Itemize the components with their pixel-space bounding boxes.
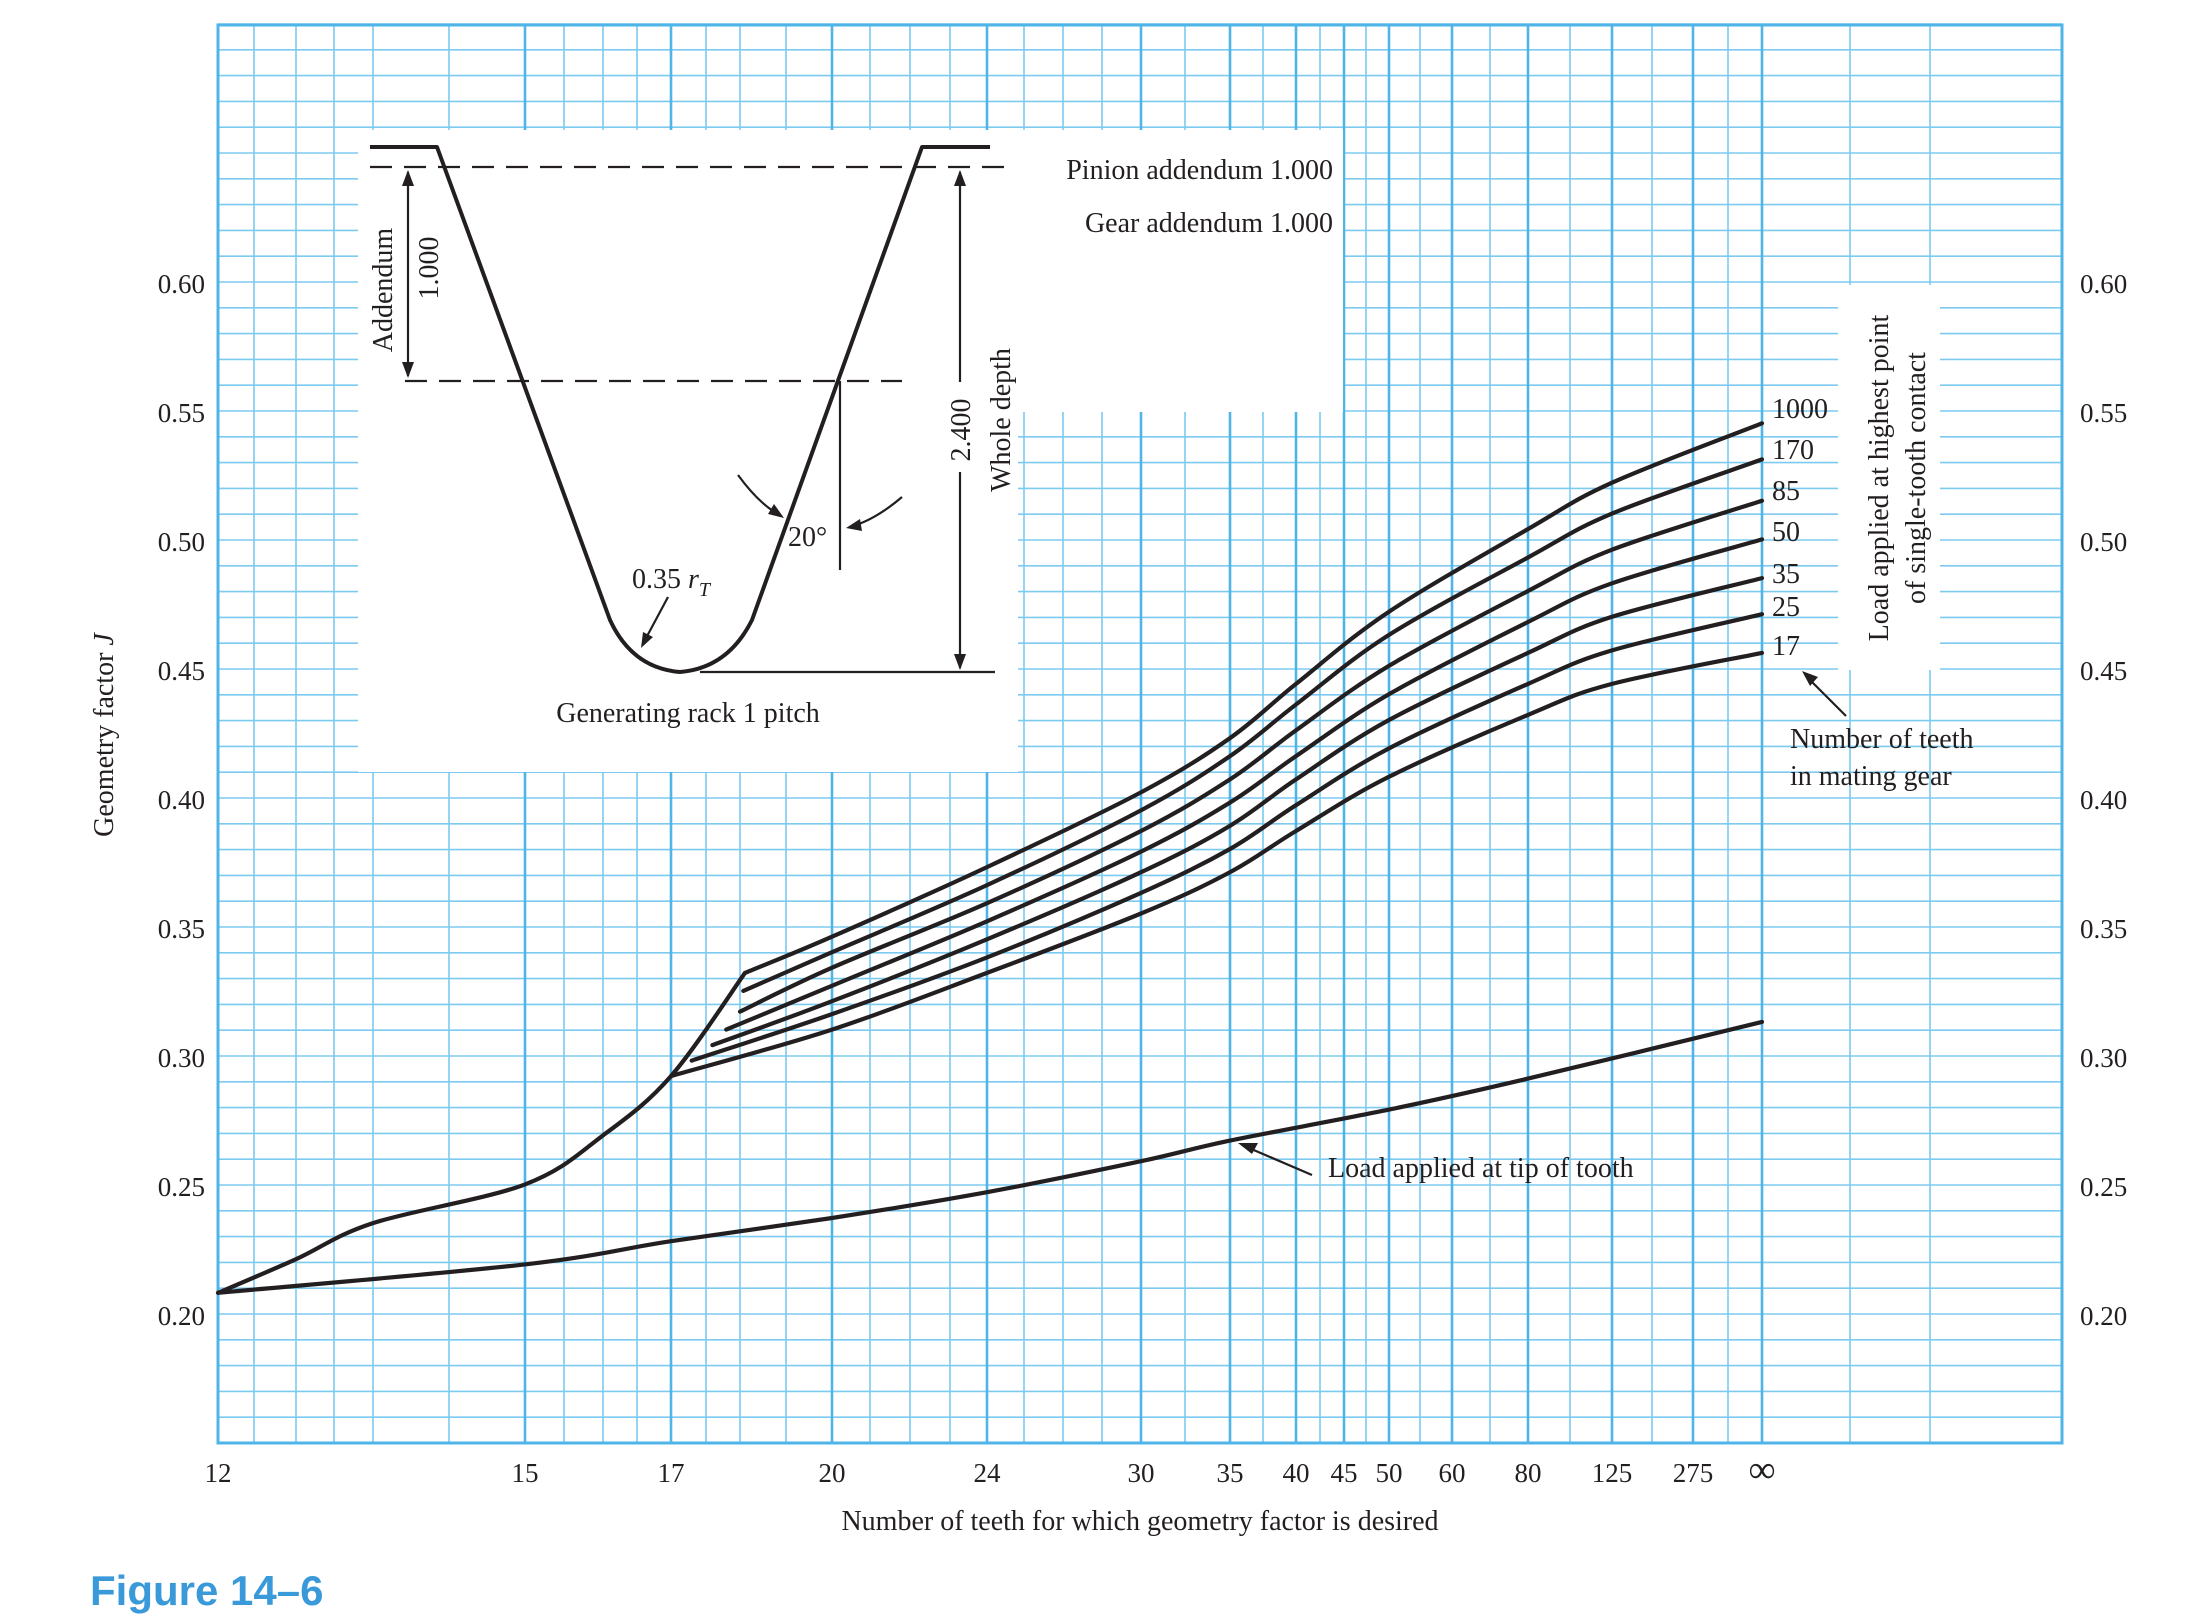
series-line-envelope — [215, 970, 748, 1295]
y-tick-left: 0.50 — [158, 527, 205, 557]
x-tick: 35 — [1217, 1458, 1244, 1488]
whole-depth-value: 2.400 — [946, 399, 977, 462]
chart-labels: 0.60 0.60 0.55 0.55 0.50 0.50 0.45 0.45 0.40 0.40… — [89, 155, 2127, 1614]
x-tick: 50 — [1376, 1458, 1403, 1488]
x-tick: 80 — [1515, 1458, 1542, 1488]
figure-label: Figure 14–6 — [90, 1567, 323, 1614]
legend-title-line1: Load applied at highest point — [1864, 314, 1895, 641]
angle-arrowhead-right — [846, 519, 862, 531]
tip-callout-arrowhead — [1238, 1143, 1258, 1154]
y-tick-left: 0.55 — [158, 398, 205, 428]
fillet-leader — [644, 596, 669, 641]
mating-label-line2: in mating gear — [1790, 761, 1952, 792]
y-tick-right: 0.20 — [2080, 1301, 2127, 1331]
series-label-1000: 1000 — [1772, 394, 1828, 425]
angle-label: 20° — [788, 522, 827, 553]
y-tick-left: 0.30 — [158, 1043, 205, 1073]
pinion-addendum-label: Pinion addendum 1.000 — [1066, 155, 1333, 186]
series-line-50 — [724, 537, 1765, 1032]
y-tick-left: 0.20 — [158, 1301, 205, 1331]
addendum-value: 1.000 — [414, 237, 445, 300]
x-tick: 45 — [1331, 1458, 1358, 1488]
tip-of-tooth-label: Load applied at tip of tooth — [1328, 1153, 1634, 1184]
x-tick: 40 — [1283, 1458, 1310, 1488]
rack-inset — [370, 145, 1012, 674]
y-axis-label: Geometry factor J — [89, 632, 120, 837]
y-tick-left: 0.60 — [158, 269, 205, 299]
x-axis-label: Number of teeth for which geometry facto… — [841, 1506, 1438, 1537]
y-tick-right: 0.45 — [2080, 656, 2127, 686]
whole-depth-word: Whole depth — [986, 348, 1017, 492]
rack-profile — [370, 145, 990, 674]
y-tick-left: 0.45 — [158, 656, 205, 686]
y-tick-left: 0.40 — [158, 785, 205, 815]
series-label-25: 25 — [1772, 592, 1800, 623]
mating-callout-leader — [1807, 677, 1847, 717]
legend-title-panel — [1838, 285, 1940, 670]
series-line-35 — [710, 576, 1765, 1048]
x-tick: 24 — [974, 1458, 1002, 1488]
x-tick: 17 — [658, 1458, 685, 1488]
x-tick: 125 — [1592, 1458, 1633, 1488]
series-label-17: 17 — [1772, 631, 1800, 662]
y-tick-left: 0.25 — [158, 1172, 205, 1202]
y-tick-left: 0.35 — [158, 914, 205, 944]
y-tick-right: 0.50 — [2080, 527, 2127, 557]
mating-callout-arrowhead — [1802, 671, 1818, 686]
series-line-25 — [689, 612, 1765, 1063]
gear-addendum-label: Gear addendum 1.000 — [1085, 208, 1333, 239]
fillet-arrowhead — [641, 632, 653, 648]
chart-marks — [215, 421, 1847, 1295]
series-label-85: 85 — [1772, 476, 1800, 507]
x-tick: ∞ — [1748, 1449, 1775, 1491]
y-tick-right: 0.55 — [2080, 398, 2127, 428]
x-tick: 15 — [512, 1458, 539, 1488]
series-line-17 — [668, 650, 1765, 1079]
series-line-85 — [737, 498, 1765, 1014]
addendum-word: Addendum — [368, 228, 399, 353]
fillet-radius-label: 0.35 rT — [632, 564, 712, 601]
mating-label-line1: Number of teeth — [1790, 724, 1974, 755]
series-line-1000 — [742, 421, 1765, 975]
x-tick: 20 — [819, 1458, 846, 1488]
x-tick: 12 — [205, 1458, 232, 1488]
angle-arrowhead-left — [768, 504, 784, 518]
y-tick-right: 0.35 — [2080, 914, 2127, 944]
whole-depth-gap — [944, 382, 976, 472]
inset-panel — [358, 130, 1018, 772]
series-label-170: 170 — [1772, 435, 1814, 466]
series-label-35: 35 — [1772, 559, 1800, 590]
x-tick: 275 — [1673, 1458, 1714, 1488]
plot-frame — [216, 23, 2064, 1445]
inset-panel-right — [1018, 130, 1343, 412]
rack-caption: Generating rack 1 pitch — [556, 698, 820, 729]
y-tick-right: 0.25 — [2080, 1172, 2127, 1202]
series-line-170 — [741, 457, 1765, 993]
series-line-load-applied-at-tip-of-tooth — [215, 1019, 1765, 1295]
y-tick-right: 0.60 — [2080, 269, 2127, 299]
series-label-50: 50 — [1772, 517, 1800, 548]
x-tick: 30 — [1128, 1458, 1155, 1488]
y-tick-right: 0.40 — [2080, 785, 2127, 815]
legend-title-line2: of single-tooth contact — [1901, 352, 1932, 604]
x-tick: 60 — [1439, 1458, 1466, 1488]
y-tick-right: 0.30 — [2080, 1043, 2127, 1073]
